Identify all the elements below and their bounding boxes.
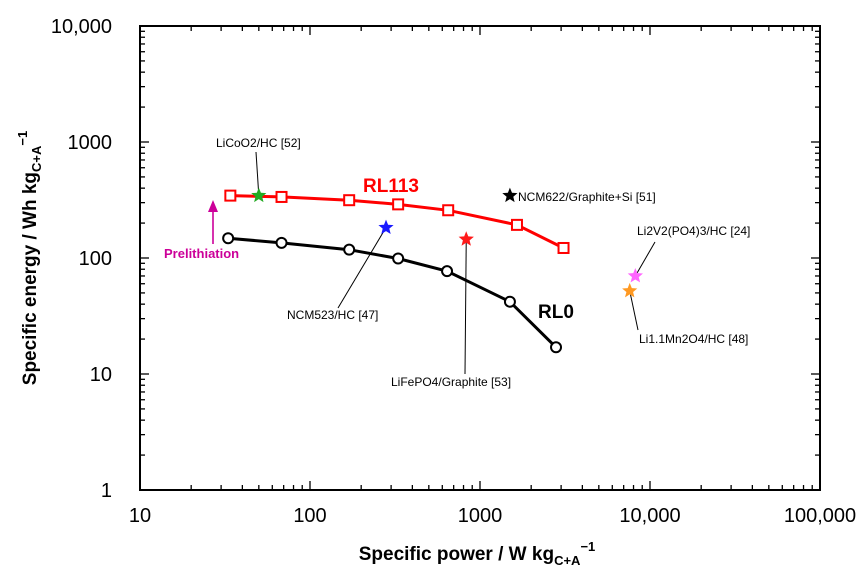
data-point	[441, 265, 454, 278]
reference-star	[378, 219, 394, 234]
reference-star	[251, 187, 267, 203]
data-point	[343, 194, 356, 207]
reference-star	[627, 268, 643, 283]
leader-line	[255, 151, 260, 196]
leader-line	[629, 290, 639, 331]
x-tick-label: 10	[129, 505, 151, 527]
y-tick-label: 10	[90, 364, 112, 386]
ref-label-li11mn2o4-hc: Li1.1Mn2O4/HC [48]	[639, 332, 748, 346]
data-point	[510, 218, 523, 231]
leader-line	[464, 239, 467, 375]
data-point	[275, 190, 288, 203]
series-line-rl0	[227, 236, 558, 349]
data-point	[557, 241, 570, 254]
data-point	[343, 243, 356, 256]
data-point	[392, 198, 405, 211]
x-tick-labels: 10 100 1000 10,000 100,000	[129, 505, 856, 527]
y-axis-label: Specific energy / Wh kgC+A−1	[15, 131, 44, 385]
data-point	[392, 252, 405, 265]
x-tick-label: 1000	[458, 505, 503, 527]
data-point	[275, 236, 288, 249]
reference-star	[502, 187, 518, 203]
series-label-rl113: RL113	[363, 176, 419, 197]
data-point	[224, 189, 237, 202]
leader-line	[634, 241, 656, 277]
prelithiation-label: Prelithiation	[164, 246, 239, 261]
data-point	[550, 341, 563, 354]
ref-label-ncm622-graphite-si: NCM622/Graphite+Si [51]	[518, 190, 656, 204]
prelithiation-arrowhead	[208, 200, 218, 212]
reference-points	[251, 187, 643, 298]
data-point	[442, 204, 455, 217]
y-tick-label: 1000	[68, 132, 113, 154]
data-series	[222, 189, 570, 354]
y-tick-label: 100	[79, 248, 112, 270]
annotation-leader-lines	[255, 151, 656, 375]
y-tick-labels: 1 10 100 1000 10,000	[51, 16, 112, 502]
x-tick-label: 10,000	[619, 505, 680, 527]
x-tick-label: 100,000	[784, 505, 856, 527]
reference-star	[458, 231, 474, 246]
x-tick-label: 100	[293, 505, 326, 527]
reference-star	[622, 282, 638, 298]
prelithiation-annotation: Prelithiation	[164, 200, 239, 261]
x-axis-label: Specific power / W kgC+A−1	[359, 539, 596, 568]
ref-label-licoo2-hc: LiCoO2/HC [52]	[216, 136, 301, 150]
data-point	[222, 232, 235, 245]
series-label-rl0: RL0	[538, 302, 574, 323]
y-tick-label: 1	[101, 480, 112, 502]
ref-label-li2v2po43-hc: Li2V2(PO4)3/HC [24]	[637, 224, 750, 238]
leader-line	[337, 227, 387, 309]
ref-label-lifepo4-graphite: LiFePO4/Graphite [53]	[391, 375, 511, 389]
plot-frame	[139, 25, 821, 491]
axes	[139, 25, 821, 491]
data-point	[503, 295, 516, 308]
ref-label-ncm523-hc: NCM523/HC [47]	[287, 308, 378, 322]
y-tick-label: 10,000	[51, 16, 112, 38]
